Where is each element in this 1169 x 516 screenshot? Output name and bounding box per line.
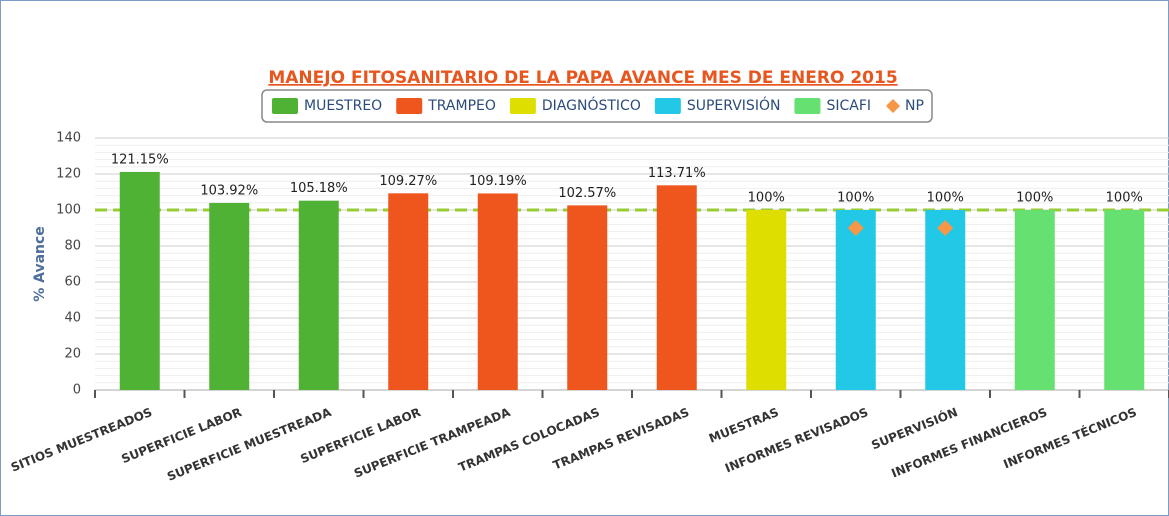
marker [847, 220, 864, 236]
legend-swatch [654, 98, 681, 114]
data-label: 109.27% [379, 174, 437, 189]
legend-label: SUPERVISIÓN [687, 96, 781, 114]
y-tick-label: 140 [56, 131, 81, 146]
data-label: 113.71% [648, 166, 706, 181]
y-tick-label: 60 [64, 275, 81, 290]
data-label: 121.15% [111, 152, 169, 167]
data-label: 105.18% [290, 181, 348, 196]
bar [567, 205, 608, 390]
legend-label: TRAMPEO [427, 98, 496, 114]
y-tick-label: 20 [64, 347, 81, 362]
legend-label: DIAGNÓSTICO [542, 96, 641, 114]
y-tick-label: 120 [56, 167, 81, 182]
bar [209, 202, 250, 390]
legend-box [261, 89, 933, 123]
bar [477, 193, 518, 390]
chart-title: MANEJO FITOSANITARIO DE LA PAPA AVANCE M… [268, 68, 897, 88]
y-axis-label: % Avance [32, 226, 48, 302]
legend-label: MUESTREO [304, 98, 382, 114]
data-label: 103.92% [200, 183, 258, 198]
legend-marker [886, 99, 901, 113]
data-label: 109.19% [469, 174, 527, 189]
bar [835, 210, 876, 390]
bar [656, 185, 697, 390]
y-tick-label: 0 [73, 383, 81, 398]
bar [298, 200, 339, 390]
legend-swatch [509, 98, 536, 114]
y-tick-label: 40 [64, 311, 81, 326]
bar [1104, 210, 1145, 390]
y-tick-label: 100 [56, 203, 81, 218]
legend-swatch [272, 98, 298, 114]
bar [1014, 210, 1055, 390]
bar [388, 193, 429, 390]
data-label: 100% [1016, 191, 1053, 206]
bar [746, 210, 787, 390]
bar [119, 171, 160, 390]
data-label: 100% [1106, 191, 1143, 206]
legend-label: SICAFI [826, 98, 871, 114]
y-tick-label: 80 [64, 239, 81, 254]
legend-swatch [794, 98, 821, 114]
legend-label: NP [905, 98, 924, 114]
legend-swatch [396, 98, 423, 114]
data-label: 102.57% [558, 186, 616, 201]
data-label: 100% [748, 191, 785, 206]
bar [925, 210, 966, 390]
data-label: 100% [927, 191, 964, 206]
marker [937, 220, 954, 236]
data-label: 100% [837, 191, 874, 206]
